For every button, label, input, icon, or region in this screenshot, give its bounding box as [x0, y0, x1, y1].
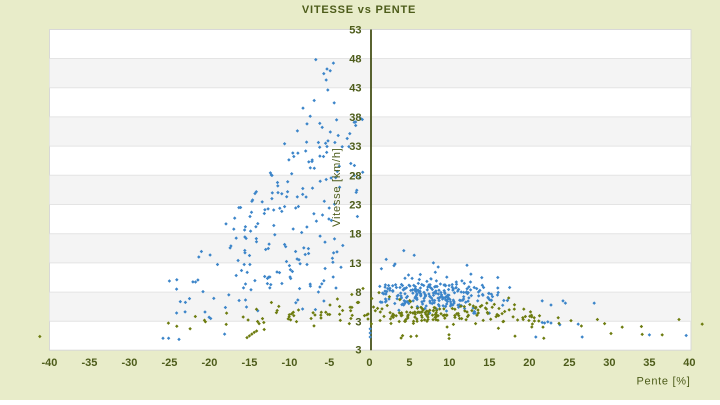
svg-text:-5: -5	[325, 357, 335, 369]
svg-text:3: 3	[355, 316, 361, 328]
svg-text:-35: -35	[81, 357, 97, 369]
svg-text:20: 20	[523, 357, 535, 369]
svg-text:15: 15	[483, 357, 495, 369]
svg-text:8: 8	[355, 287, 361, 299]
svg-text:3: 3	[355, 345, 361, 357]
svg-text:18: 18	[349, 229, 361, 241]
svg-text:-30: -30	[121, 357, 137, 369]
svg-text:-25: -25	[161, 357, 177, 369]
svg-text:35: 35	[643, 357, 655, 369]
svg-text:0: 0	[366, 357, 372, 369]
svg-text:43: 43	[349, 83, 361, 95]
svg-text:30: 30	[603, 357, 615, 369]
svg-text:Pente [%]: Pente [%]	[637, 376, 691, 388]
svg-text:23: 23	[349, 200, 361, 212]
svg-text:33: 33	[349, 141, 361, 153]
svg-text:-15: -15	[241, 357, 257, 369]
svg-text:VITESSE vs PENTE: VITESSE vs PENTE	[302, 4, 416, 16]
svg-text:25: 25	[563, 357, 575, 369]
svg-text:-40: -40	[41, 357, 57, 369]
svg-text:13: 13	[349, 258, 361, 270]
svg-text:40: 40	[683, 357, 695, 369]
svg-text:48: 48	[349, 54, 361, 66]
svg-text:10: 10	[443, 357, 455, 369]
svg-text:53: 53	[349, 24, 361, 36]
svg-text:5: 5	[406, 357, 412, 369]
svg-text:38: 38	[349, 112, 361, 124]
svg-text:Vitesse [km/h]: Vitesse [km/h]	[331, 148, 343, 227]
svg-text:-10: -10	[281, 357, 297, 369]
svg-text:-20: -20	[201, 357, 217, 369]
svg-text:28: 28	[349, 170, 361, 182]
